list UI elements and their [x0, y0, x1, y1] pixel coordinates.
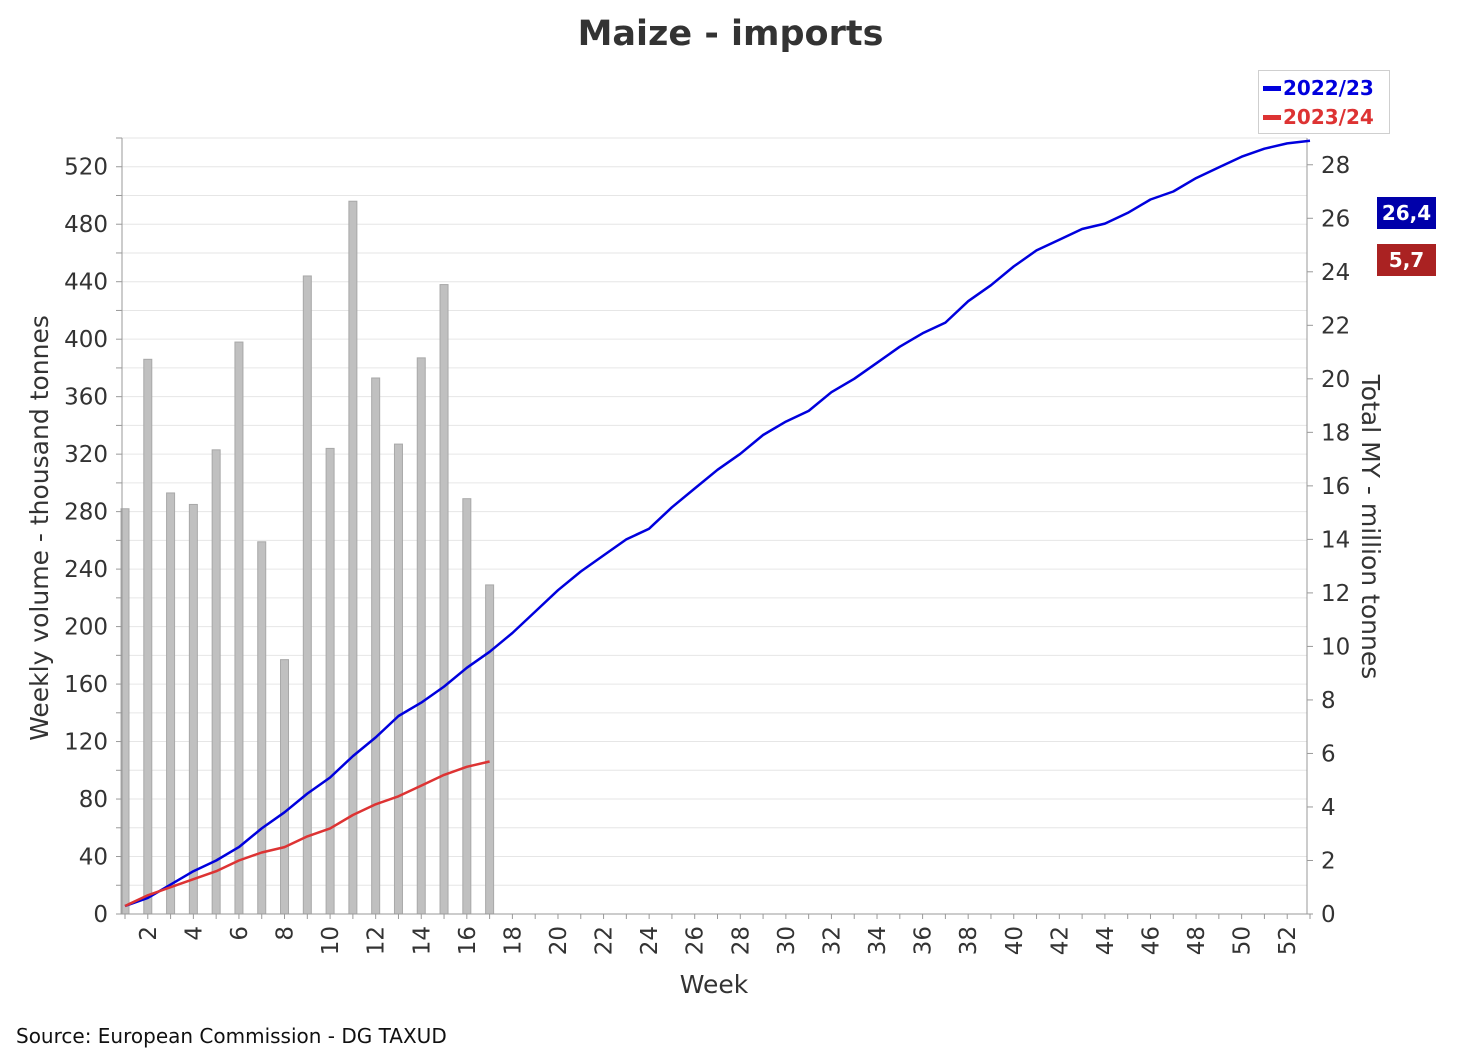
x-tick-label: 48	[1184, 926, 1210, 955]
y2-tick-label: 24	[1321, 260, 1350, 286]
end-value-text: 26,4	[1382, 201, 1431, 225]
y-tick-label: 240	[64, 557, 108, 583]
weekly-volume-bar	[325, 447, 335, 915]
labels: 26,4 5,7	[1377, 197, 1436, 276]
chart-title: Maize - imports	[577, 14, 884, 54]
end-value-badge	[1377, 197, 1436, 229]
y2-tick-label: 4	[1321, 795, 1336, 821]
weekly-volume-bar	[393, 443, 403, 915]
y2-tick-label: 18	[1321, 420, 1350, 446]
x-tick-label: 50	[1230, 926, 1256, 955]
weekly-volume-bar	[302, 275, 312, 915]
legend: 2022/23 2023/24	[1258, 70, 1390, 134]
x-tick-label: 18	[500, 926, 526, 955]
y2-tick-label: 20	[1321, 367, 1350, 393]
x-tick-label: 40	[1002, 926, 1028, 955]
x-tick-label: 42	[1047, 926, 1073, 955]
y-tick-label: 80	[79, 787, 108, 813]
x-tick-label: 6	[227, 926, 253, 941]
x-tick-label: 2	[136, 926, 162, 941]
y2-tick-label: 0	[1321, 902, 1336, 928]
weekly-volume-bar	[211, 449, 221, 915]
y2-tick-label: 14	[1321, 527, 1350, 553]
x-tick-label: 28	[728, 926, 754, 955]
y2-tick-label: 12	[1321, 581, 1350, 607]
end-value-badge	[1377, 244, 1436, 276]
x-tick-label: 10	[318, 926, 344, 955]
x-tick-label: 52	[1275, 926, 1301, 955]
weekly-volume-bar	[439, 284, 449, 915]
legend-label: 2023/24	[1283, 105, 1374, 129]
y2-tick-label: 28	[1321, 153, 1350, 179]
x-tick-label: 8	[273, 926, 299, 941]
y-tick-label: 160	[64, 672, 108, 698]
legend-swatch-blue	[1263, 85, 1281, 91]
y2-tick-label: 16	[1321, 474, 1350, 500]
weekly-volume-bar	[462, 498, 472, 915]
y-tick-label: 0	[93, 902, 108, 928]
x-tick-label: 20	[546, 926, 572, 955]
legend-item-2022-23: 2022/23	[1263, 74, 1374, 102]
x-tick-label: 12	[364, 926, 390, 955]
y-tick-label: 360	[64, 385, 108, 411]
weekly-volume-bar	[234, 341, 244, 915]
y2-tick-label: 26	[1321, 206, 1350, 232]
weekly-volume-bar	[485, 584, 495, 915]
y-tick-label: 200	[64, 615, 108, 641]
weekly-volume-bar	[166, 492, 176, 915]
x-tick-label: 46	[1138, 926, 1164, 955]
weekly-volume-bar	[348, 200, 358, 915]
y-tick-label: 280	[64, 500, 108, 526]
y2-tick-label: 10	[1321, 634, 1350, 660]
weekly-volume-bar	[280, 659, 290, 915]
x-tick-label: 16	[455, 926, 481, 955]
x-tick-label: 34	[865, 926, 891, 955]
x-tick-label: 38	[956, 926, 982, 955]
x-tick-label: 32	[819, 926, 845, 955]
y-tick-label: 440	[64, 270, 108, 296]
y-tick-label: 400	[64, 327, 108, 353]
y2-tick-label: 8	[1321, 688, 1336, 714]
x-tick-label: 36	[911, 926, 937, 955]
weekly-volume-bar	[188, 503, 198, 915]
lines	[124, 139, 1311, 908]
y2-tick-label: 6	[1321, 741, 1336, 767]
x-tick-label: 26	[683, 926, 709, 955]
end-value-text: 5,7	[1389, 248, 1424, 272]
x-tick-label: 22	[592, 926, 618, 955]
y2-axis-title: Total MY - million tonnes	[1356, 374, 1385, 680]
y-tick-label: 120	[64, 730, 108, 756]
y-tick-label: 480	[64, 212, 108, 238]
bars	[120, 200, 495, 915]
y-tick-label: 40	[79, 845, 108, 871]
x-tick-label: 44	[1093, 926, 1119, 955]
legend-label: 2022/23	[1283, 76, 1374, 100]
y-axis-title: Weekly volume - thousand tonnes	[25, 315, 54, 741]
x-tick-label: 14	[409, 926, 435, 955]
series-line	[124, 139, 1311, 908]
weekly-volume-bar	[143, 358, 153, 915]
legend-item-2023-24: 2023/24	[1263, 103, 1374, 131]
y2-tick-label: 2	[1321, 848, 1336, 874]
weekly-volume-bar	[257, 541, 267, 915]
grid	[122, 137, 1307, 915]
x-tick-label: 24	[637, 926, 663, 955]
series-line	[124, 760, 490, 908]
x-tick-label: 4	[181, 926, 207, 941]
axes: 0408012016020024028032036040044048052002…	[64, 137, 1350, 955]
x-tick-label: 30	[774, 926, 800, 955]
legend-swatch-red	[1263, 114, 1281, 120]
y-tick-label: 520	[64, 155, 108, 181]
y-tick-label: 320	[64, 442, 108, 468]
y2-tick-label: 22	[1321, 313, 1350, 339]
weekly-volume-bar	[416, 357, 426, 915]
x-axis-title: Week	[680, 970, 749, 999]
source-note: Source: European Commission - DG TAXUD	[16, 1024, 447, 1048]
weekly-volume-bar	[371, 377, 381, 915]
